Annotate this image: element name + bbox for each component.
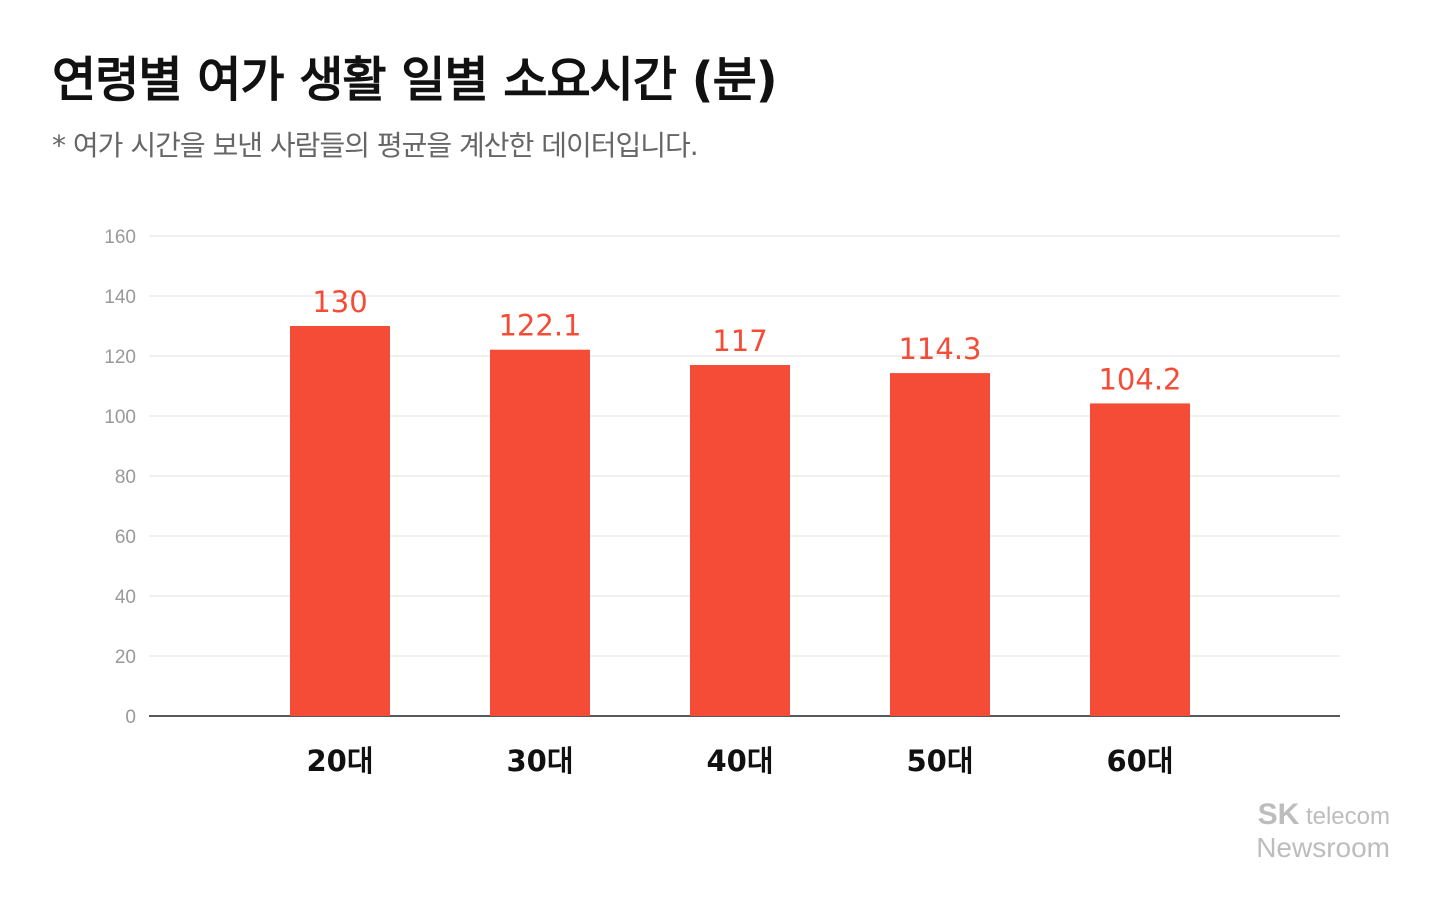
bar [1090, 403, 1190, 716]
data-label: 117 [712, 324, 767, 358]
y-tick-label: 160 [104, 227, 136, 248]
y-tick-label: 140 [104, 287, 136, 308]
logo-text: telecom [1305, 803, 1390, 830]
chart-title: 연령별 여가 생활 일별 소요시간 (분) [52, 52, 778, 108]
data-label: 104.2 [1098, 362, 1181, 396]
logo-line2: Newsroom [1256, 832, 1390, 863]
bar [290, 326, 390, 716]
bar [890, 373, 990, 716]
bar [690, 365, 790, 716]
y-tick-label: 40 [115, 587, 136, 608]
data-label: 114.3 [898, 332, 981, 366]
logo-brand: SK [1257, 798, 1300, 831]
data-label: 122.1 [498, 309, 581, 343]
y-tick-label: 60 [115, 527, 136, 548]
y-tick-label: 80 [115, 467, 136, 488]
x-tick-label: 20대 [306, 744, 373, 778]
sk-telecom-newsroom-logo: SK telecom Newsroom [1256, 800, 1390, 862]
data-label: 130 [312, 285, 367, 319]
bar [490, 349, 590, 716]
x-tick-label: 30대 [506, 744, 573, 778]
x-tick-label: 40대 [706, 744, 773, 778]
y-tick-label: 0 [125, 707, 136, 728]
x-tick-label: 60대 [1106, 744, 1173, 778]
y-tick-label: 120 [104, 347, 136, 368]
y-tick-label: 20 [115, 647, 136, 668]
y-tick-label: 100 [104, 407, 136, 428]
chart-subtitle: * 여가 시간을 보낸 사람들의 평균을 계산한 데이터입니다. [52, 129, 699, 162]
x-tick-label: 50대 [906, 744, 973, 778]
